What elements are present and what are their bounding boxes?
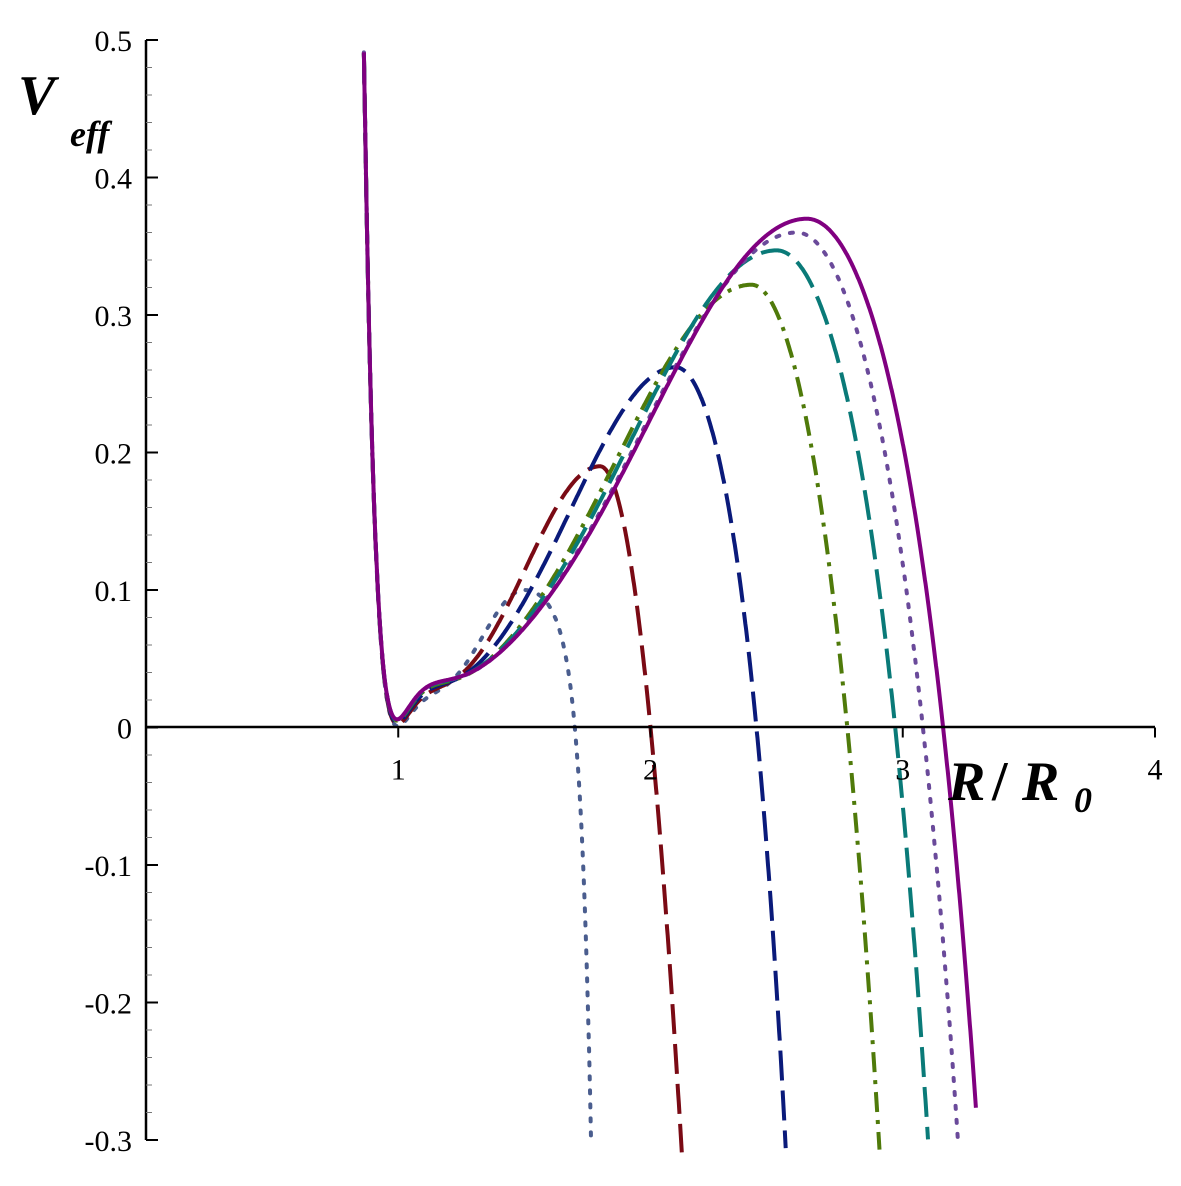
series-line-5 [361, 52, 930, 1140]
axes-layer [144, 40, 1155, 1140]
y-tick-label: -0.2 [85, 988, 133, 1021]
y-tick-label: -0.3 [85, 1125, 133, 1158]
x-axis-label-sub: 0 [1074, 780, 1092, 820]
x-tick-label: 4 [1148, 754, 1163, 787]
x-axis-label-ref: R [1021, 751, 1059, 813]
y-tick-label: -0.1 [85, 850, 133, 883]
series-line-3 [361, 53, 788, 1149]
x-tick-label: 2 [643, 754, 658, 787]
y-axis-label-sub: eff [70, 114, 112, 154]
y-tick-label: 0.5 [95, 25, 133, 58]
y-tick-label: 0.2 [95, 438, 133, 471]
x-axis-label-slash: / [991, 751, 1009, 813]
x-tick-label: 3 [895, 754, 910, 787]
series-line-1 [361, 51, 593, 1141]
y-tick-label: 0.4 [95, 163, 133, 196]
y-tick-label: 0.3 [95, 300, 133, 333]
y-axis-label-main: V [18, 65, 60, 127]
x-axis-label-main: R [947, 751, 985, 813]
curves-layer [361, 50, 978, 1153]
series-line-7 [361, 52, 978, 1108]
y-tick-label: 0 [117, 713, 132, 746]
x-tick-label: 1 [391, 754, 406, 787]
y-tick-label: 0.1 [95, 575, 133, 608]
ticks-layer: 1 2 3 4 0.5 0.4 0.3 0.2 0.1 0 -0.1 -0.2 -0.3 [85, 25, 1163, 1158]
